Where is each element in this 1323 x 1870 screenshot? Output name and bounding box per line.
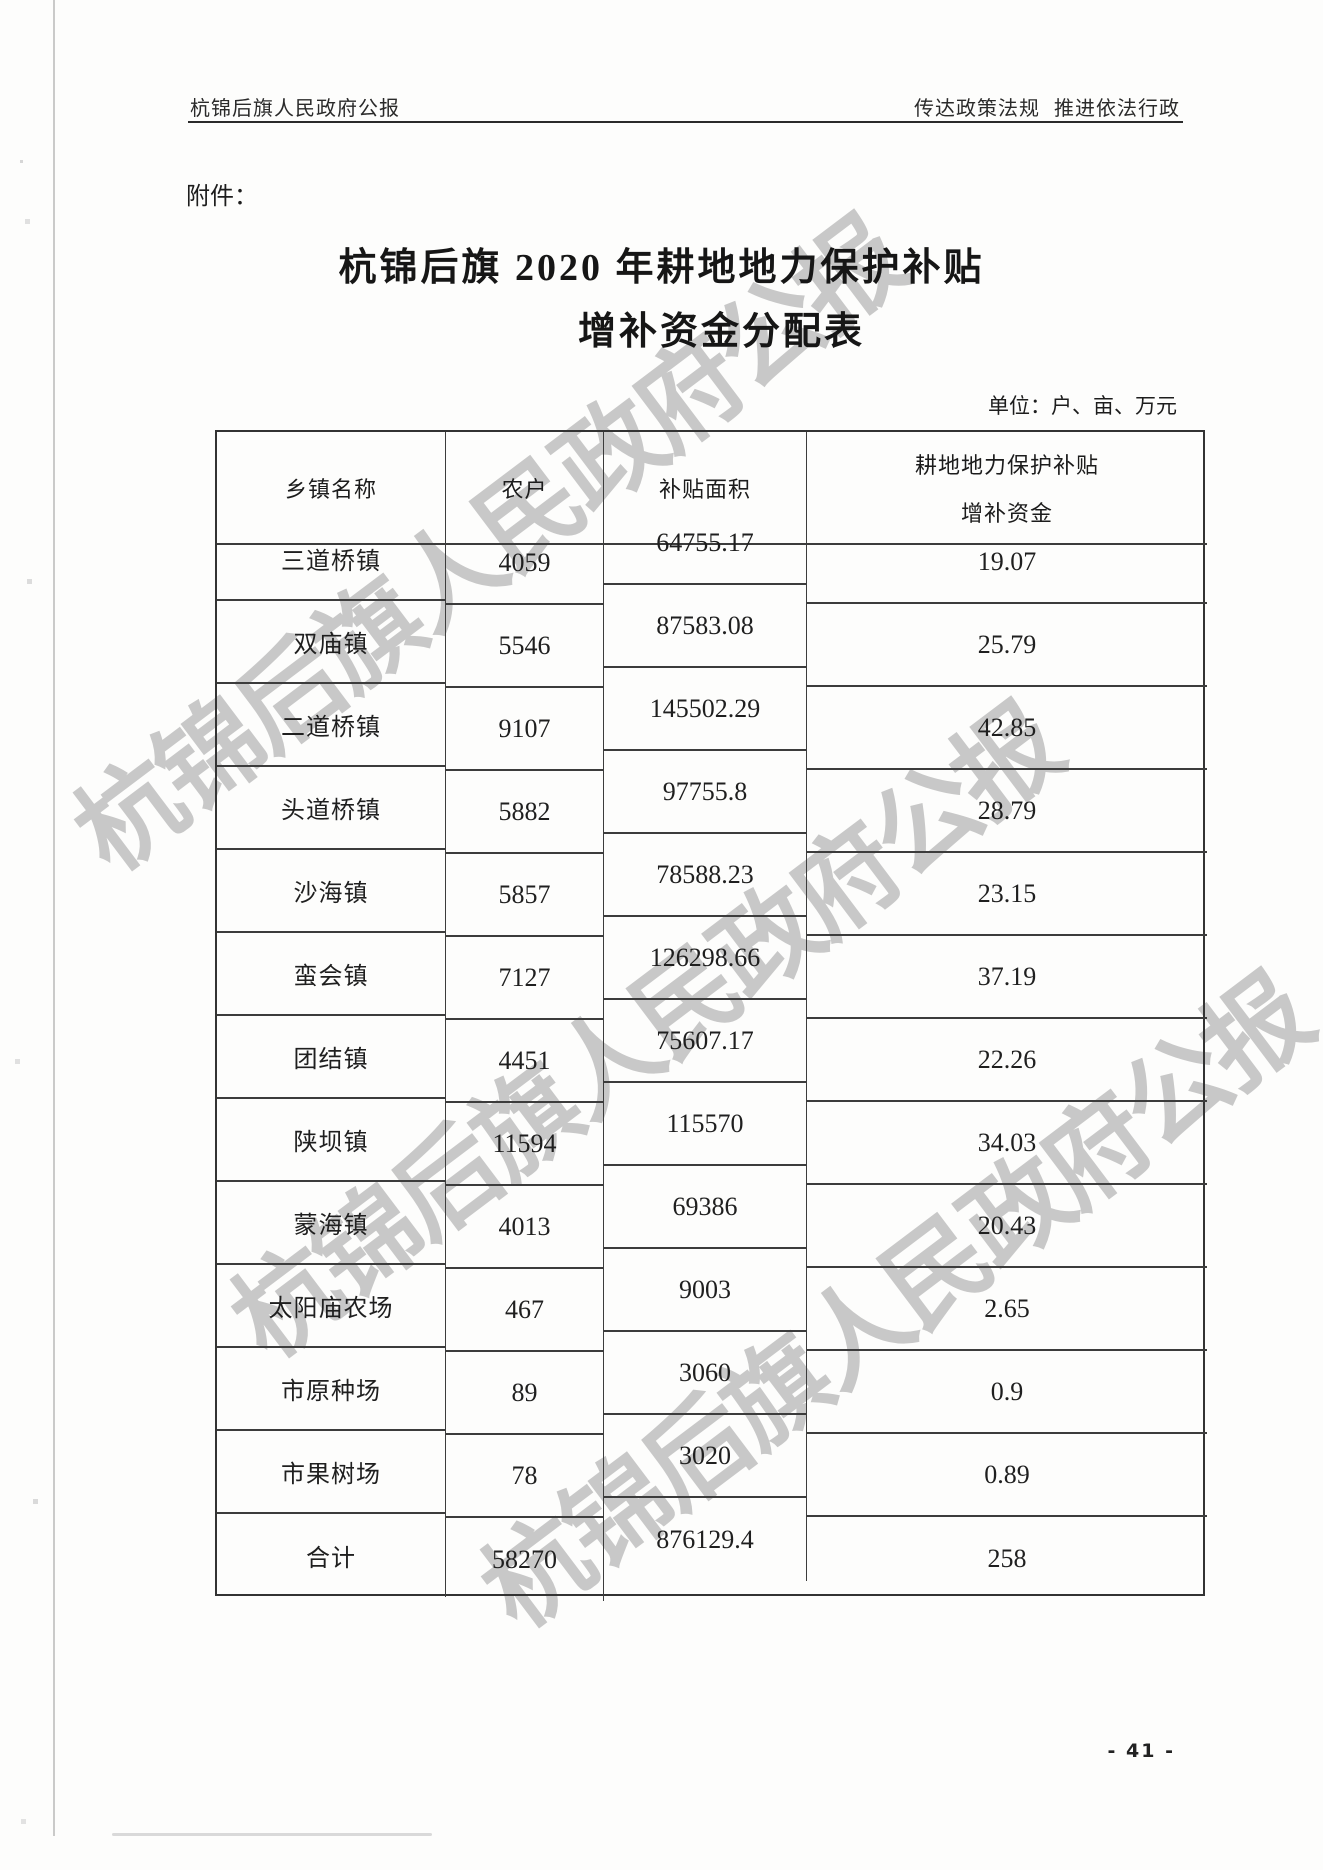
table-cell-fund: 258 <box>987 1543 1027 1573</box>
table-cell-fund: 22.26 <box>807 1019 1207 1102</box>
table-cell-area: 115570 <box>604 1083 807 1166</box>
table-cell-area: 64755.17 <box>604 502 807 585</box>
table-cell-fund: 0.89 <box>807 1434 1207 1517</box>
table-cell-town: 市原种场 <box>217 1348 446 1431</box>
table-cell-area: 126298.66 <box>604 917 807 1000</box>
scan-smudge <box>112 1833 432 1836</box>
table-cell-town: 头道桥镇 <box>217 767 446 850</box>
column-header-town: 乡镇名称 <box>217 432 446 545</box>
table-cell-town: 太阳庙农场 <box>217 1265 446 1348</box>
table-cell-town: 二道桥镇 <box>217 684 446 767</box>
table-cell-area: 876129.4 <box>604 1498 807 1581</box>
header-rule <box>188 121 1183 123</box>
table-cell-town: 合计 <box>217 1514 446 1597</box>
table-cell-town: 市果树场 <box>217 1431 446 1514</box>
column-header-area: 补贴面积 <box>604 432 807 545</box>
table-cell-area: 69386 <box>604 1166 807 1249</box>
table-cell-households: 4451 <box>446 1020 604 1103</box>
column-header-fund-line2: 增补资金 <box>960 500 1053 526</box>
table-cell-households: 467 <box>446 1269 604 1352</box>
table-cell-fund: 28.79 <box>807 770 1207 853</box>
column-header-fund-line1: 耕地地力保护补贴 <box>914 452 1099 478</box>
table-cell-area: 9003 <box>604 1249 807 1332</box>
table-cell-households: 4059 <box>446 522 604 605</box>
table-cell-town: 沙海镇 <box>217 850 446 933</box>
table-cell-area: 87583.08 <box>604 585 807 668</box>
table-cell-town: 蒙海镇 <box>217 1182 446 1265</box>
table-cell-town: 双庙镇 <box>217 601 446 684</box>
attachment-label: 附件： <box>186 184 258 210</box>
table-cell-town: 团结镇 <box>217 1016 446 1099</box>
subsidy-allocation-table: 乡镇名称 农户 补贴面积 耕地地力保护补贴 增补资金 三道桥镇 4059 647… <box>215 430 1207 1601</box>
document-title-line2: 增补资金分配表 <box>577 311 865 353</box>
table-cell-area: 145502.29 <box>604 668 807 751</box>
table-cell-area: 75607.17 <box>604 1000 807 1083</box>
table-cell-households: 58270 <box>446 1518 604 1601</box>
table-cell-households: 5882 <box>446 771 604 854</box>
document-title-line1: 杭锦后旗 2020 年耕地地力保护补贴 <box>338 247 985 289</box>
table-cell-town: 蛮会镇 <box>217 933 446 1016</box>
table-cell-households: 4013 <box>446 1186 604 1269</box>
table-cell-area: 3060 <box>604 1332 807 1415</box>
header-gazette-title: 杭锦后旗人民政府公报 <box>190 98 400 120</box>
unit-note: 单位：户、亩、万元 <box>988 394 1177 418</box>
page-number: - 41 - <box>1107 1740 1175 1762</box>
table-cell-households: 5546 <box>446 605 604 688</box>
table-cell-town: 三道桥镇 <box>217 518 446 601</box>
header-slogan: 传达政策法规 推进依法行政 <box>914 98 1180 120</box>
table-cell-area: 78588.23 <box>604 834 807 917</box>
table-cell-area: 3020 <box>604 1415 807 1498</box>
table-cell-households: 11594 <box>446 1103 604 1186</box>
table-cell-households: 7127 <box>446 937 604 1020</box>
scan-edge-line <box>53 0 55 1836</box>
table-cell-fund: 23.15 <box>807 853 1207 936</box>
table-cell-fund: 20.43 <box>807 1185 1207 1268</box>
table-cell-fund: 34.03 <box>807 1102 1207 1185</box>
table-cell-households: 78 <box>446 1435 604 1518</box>
scan-speckles <box>20 160 23 163</box>
table-cell-fund: 25.79 <box>807 604 1207 687</box>
table-cell-fund: 2.65 <box>807 1268 1207 1351</box>
table-cell-households: 9107 <box>446 688 604 771</box>
table-cell-fund: 0.9 <box>807 1351 1207 1434</box>
table-cell-area: 97755.8 <box>604 751 807 834</box>
table-cell-fund: 19.07 <box>807 521 1207 604</box>
column-header-fund: 耕地地力保护补贴 增补资金 <box>807 432 1207 545</box>
table-cell-fund: 37.19 <box>807 936 1207 1019</box>
table-cell-households: 5857 <box>446 854 604 937</box>
table-cell-fund: 42.85 <box>807 687 1207 770</box>
table-cell-town: 陕坝镇 <box>217 1099 446 1182</box>
table-cell-households: 89 <box>446 1352 604 1435</box>
column-header-households: 农户 <box>446 432 604 545</box>
